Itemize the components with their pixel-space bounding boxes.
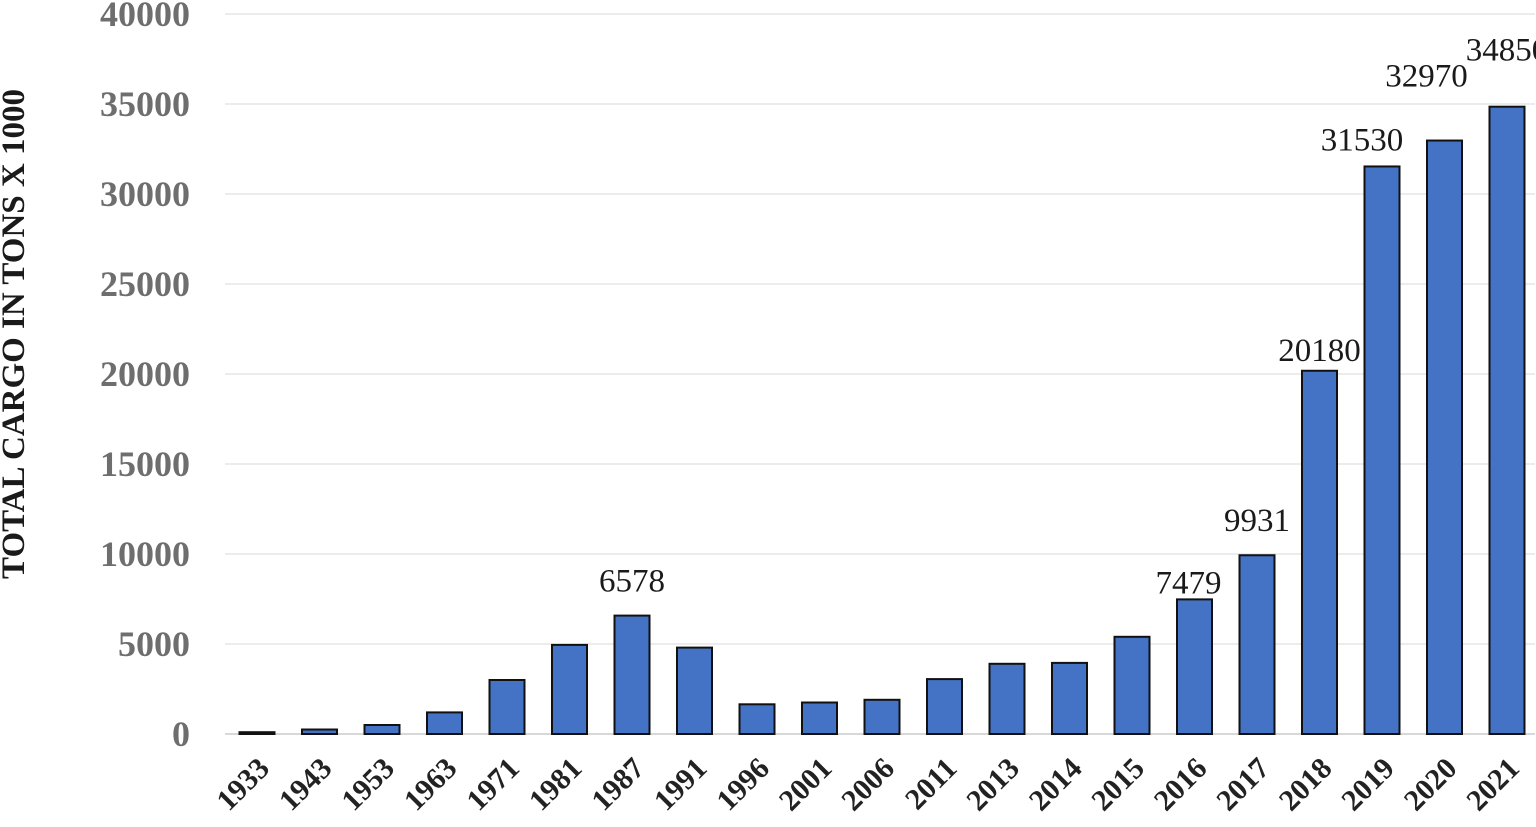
bar-1991 bbox=[676, 646, 713, 735]
x-tick-label-1987: 1987 bbox=[585, 752, 651, 818]
bar-1971 bbox=[488, 679, 526, 735]
x-tick-label-1933: 1933 bbox=[210, 752, 276, 818]
x-tick-label-2001: 2001 bbox=[773, 752, 839, 818]
bar-2006 bbox=[863, 698, 901, 735]
bar-1933 bbox=[238, 731, 276, 736]
x-tick-label-2013: 2013 bbox=[960, 752, 1026, 818]
y-tick-label-35000: 35000 bbox=[100, 84, 190, 124]
x-tick-label-2017: 2017 bbox=[1210, 752, 1276, 818]
bar-2017 bbox=[1238, 554, 1276, 735]
y-tick-label-5000: 5000 bbox=[118, 624, 190, 664]
x-tick-label-1991: 1991 bbox=[648, 752, 714, 818]
y-tick-label-0: 0 bbox=[172, 714, 190, 754]
bar-2011 bbox=[926, 678, 963, 735]
data-label-2018: 20180 bbox=[1278, 333, 1361, 369]
x-tick-label-2006: 2006 bbox=[835, 752, 901, 818]
data-label-2021: 34850 bbox=[1466, 33, 1536, 69]
y-axis-label: TOTAL CARGO IN TONS X 1000 bbox=[0, 89, 32, 579]
bar-1963 bbox=[426, 711, 463, 736]
bar-1987 bbox=[613, 614, 651, 736]
data-label-2020: 32970 bbox=[1385, 59, 1468, 95]
bar-1996 bbox=[738, 703, 776, 735]
y-tick-label-40000: 40000 bbox=[100, 0, 190, 34]
data-label-2017: 9931 bbox=[1224, 503, 1290, 539]
x-tick-label-2018: 2018 bbox=[1273, 752, 1339, 818]
x-axis-ticks: 1933194319531963197119811987199119962001… bbox=[210, 752, 1526, 818]
x-tick-label-1996: 1996 bbox=[710, 752, 776, 818]
x-tick-label-2011: 2011 bbox=[899, 752, 964, 817]
bar-2016 bbox=[1176, 598, 1213, 735]
bar-2013 bbox=[988, 662, 1026, 735]
data-label-2016: 7479 bbox=[1156, 565, 1222, 601]
bar-2001 bbox=[801, 701, 838, 735]
y-tick-label-15000: 15000 bbox=[100, 444, 190, 484]
bar-2019 bbox=[1363, 165, 1401, 735]
bar-1981 bbox=[551, 643, 588, 736]
data-label-1987: 6578 bbox=[599, 564, 665, 600]
bar-2021 bbox=[1488, 105, 1526, 735]
bar-1953 bbox=[363, 724, 401, 735]
y-tick-label-30000: 30000 bbox=[100, 174, 190, 214]
x-tick-label-1971: 1971 bbox=[460, 752, 526, 818]
bars bbox=[238, 105, 1526, 736]
x-tick-label-2021: 2021 bbox=[1460, 752, 1526, 818]
y-tick-label-25000: 25000 bbox=[100, 264, 190, 304]
bar-2014 bbox=[1051, 661, 1088, 736]
bar-2018 bbox=[1301, 369, 1338, 735]
x-tick-label-2016: 2016 bbox=[1148, 752, 1214, 818]
x-tick-label-1953: 1953 bbox=[335, 752, 401, 818]
x-tick-label-1963: 1963 bbox=[398, 752, 464, 818]
y-axis-ticks: 0 5000 10000 15000 20000 25000 30000 35000 40000 bbox=[100, 0, 190, 754]
bar-2020 bbox=[1426, 139, 1463, 736]
x-tick-label-2020: 2020 bbox=[1398, 752, 1464, 818]
x-tick-label-2014: 2014 bbox=[1023, 752, 1089, 818]
x-tick-label-1943: 1943 bbox=[273, 752, 339, 818]
data-label-2019: 31530 bbox=[1321, 122, 1404, 158]
x-tick-label-2015: 2015 bbox=[1085, 752, 1151, 818]
bar-2015 bbox=[1113, 635, 1151, 735]
x-tick-label-2019: 2019 bbox=[1335, 752, 1401, 818]
y-tick-label-20000: 20000 bbox=[100, 354, 190, 394]
y-tick-label-10000: 10000 bbox=[100, 534, 190, 574]
bar-1943 bbox=[301, 728, 338, 735]
x-tick-label-1981: 1981 bbox=[523, 752, 589, 818]
